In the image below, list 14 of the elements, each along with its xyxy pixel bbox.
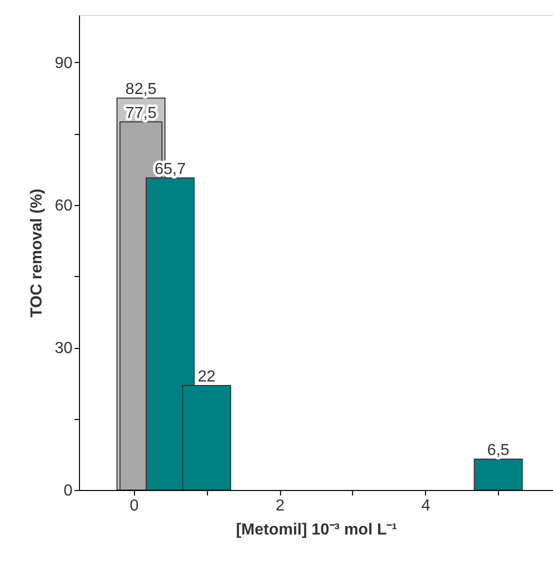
y-tick-label: 30 xyxy=(54,340,73,357)
data-label: 6,5 xyxy=(487,442,510,460)
y-tick-label: 0 xyxy=(64,482,73,500)
y-tick-label: 60 xyxy=(54,198,73,214)
x-axis-title: [Metomil] 10⁻³ mol L⁻¹ xyxy=(236,522,398,538)
x-tick-label: 0 xyxy=(130,498,139,514)
x-tick-label: 2 xyxy=(276,498,285,514)
bar xyxy=(474,458,523,490)
x-tick-label: 4 xyxy=(421,498,430,514)
y-tick-label: 90 xyxy=(54,55,73,72)
data-label: 77,5 xyxy=(125,104,157,122)
y-axis-title: TOC removal (%) xyxy=(28,188,46,318)
data-label: 22 xyxy=(198,368,216,386)
data-label: 82,5 xyxy=(125,81,157,98)
